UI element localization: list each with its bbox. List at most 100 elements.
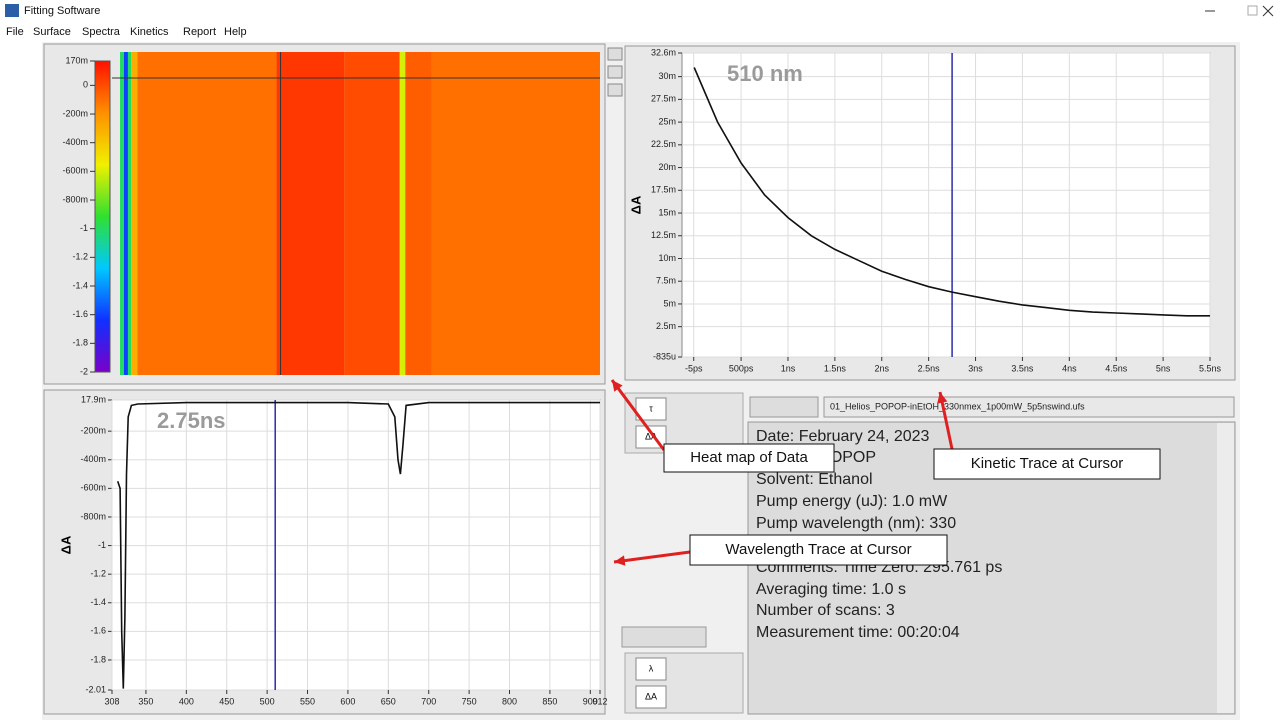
callout-arrowhead xyxy=(614,555,626,566)
y-tick-label: 5m xyxy=(663,298,676,308)
callout-arrow xyxy=(613,550,691,564)
zoom-tool[interactable] xyxy=(607,65,623,79)
y-tick-label: 30m xyxy=(658,71,676,81)
colorbar-tick-label: -1.6 xyxy=(72,309,88,319)
callout-box xyxy=(933,448,1161,480)
y-tick-label: -1 xyxy=(98,540,106,550)
kinetic-tools[interactable] xyxy=(749,396,819,418)
info-line: Pump wavelength (nm): 330 xyxy=(756,515,956,532)
x-tick-label: 600 xyxy=(340,696,355,706)
colorbar-tick-label: -200m xyxy=(62,108,88,118)
y-tick-label: 10m xyxy=(658,253,676,263)
control-label: τ xyxy=(649,403,653,413)
plot-area xyxy=(111,399,601,691)
control-label: λ xyxy=(649,663,654,673)
y-axis-label: ΔA xyxy=(58,535,73,554)
callout-box xyxy=(663,443,835,473)
y-tick-label: -600m xyxy=(80,483,106,493)
y-tick-label: 20m xyxy=(658,162,676,172)
colorbar-tick-label: 170m xyxy=(65,55,88,65)
colorbar-tick-label: -2 xyxy=(80,366,88,376)
heatmap-cell xyxy=(137,52,277,375)
heatmap-cell xyxy=(131,52,138,375)
x-tick-label: 1.5ns xyxy=(824,363,847,373)
x-tick-label: 850 xyxy=(542,696,557,706)
info-line: Averaging time: 1.0 s xyxy=(756,581,906,598)
y-tick-label: 32.6m xyxy=(651,47,676,57)
file-name: 01_Helios_POPOP-inEtOH_330nmex_1p00mW_5p… xyxy=(830,401,1085,411)
x-tick-label: 2.5ns xyxy=(918,363,941,373)
menu-item[interactable]: Help xyxy=(224,26,247,38)
x-tick-label: 900 xyxy=(583,696,598,706)
callout-arrowhead xyxy=(612,380,623,392)
control-label: ΔA xyxy=(645,431,657,441)
y-tick-label: -1.8 xyxy=(90,654,106,664)
heatmap-cell xyxy=(431,52,600,375)
y-tick-label: 2.5m xyxy=(656,321,676,331)
menu-item[interactable]: File xyxy=(6,26,24,38)
x-tick-label: 500 xyxy=(260,696,275,706)
y-tick-label: 7.5m xyxy=(656,276,676,286)
x-tick-label: 800 xyxy=(502,696,517,706)
scrollbar[interactable] xyxy=(1217,423,1234,713)
y-tick-label: -200m xyxy=(80,426,106,436)
y-axis-label: ΔA xyxy=(628,195,643,214)
heatmap-cell xyxy=(405,52,432,375)
menu-item[interactable]: Surface xyxy=(33,26,71,38)
heatmap-cell xyxy=(120,52,124,375)
colorbar-tick-label: -1.2 xyxy=(72,252,88,262)
menu-item[interactable]: Kinetics xyxy=(130,26,169,38)
lambda-field[interactable] xyxy=(635,657,667,681)
y-tick-label: -1.6 xyxy=(90,626,106,636)
y-tick-label: 12.5m xyxy=(651,230,676,240)
y-tick-label: 17.9m xyxy=(81,394,106,404)
data-line xyxy=(693,67,1210,317)
delta-a-field[interactable] xyxy=(635,685,667,709)
control-label: ΔA xyxy=(645,691,657,701)
y-tick-label: 27.5m xyxy=(651,94,676,104)
x-tick-label: 2ns xyxy=(875,363,890,373)
colorbar-tick-label: -1 xyxy=(80,223,88,233)
y-tick-label: -800m xyxy=(80,511,106,521)
colorbar-tick-label: -1.4 xyxy=(72,280,88,290)
x-tick-label: 5ns xyxy=(1156,363,1171,373)
menu-item[interactable]: Report xyxy=(183,26,216,38)
spectral-tools[interactable] xyxy=(621,626,707,648)
heatmap-cell xyxy=(399,52,406,375)
y-tick-label: -1.2 xyxy=(90,569,106,579)
y-tick-label: 15m xyxy=(658,207,676,217)
x-tick-label: 650 xyxy=(381,696,396,706)
callout-text: Wavelength Trace at Cursor xyxy=(725,541,911,558)
colorbar-tick-label: 0 xyxy=(83,80,88,90)
callout-text: Heat map of Data xyxy=(690,449,808,466)
app-icon xyxy=(5,4,19,17)
heatmap-cell xyxy=(123,52,128,375)
tau-field[interactable] xyxy=(635,397,667,421)
info-line: Date: February 24, 2023 xyxy=(756,428,930,445)
cursor-tool[interactable] xyxy=(607,47,623,61)
close-button[interactable] xyxy=(1262,5,1274,17)
plot-annotation: 2.75ns xyxy=(157,408,226,433)
pan-tool[interactable] xyxy=(607,83,623,97)
info-line: Pump energy (uJ): 1.0 mW xyxy=(756,493,948,510)
colorbar-tick-label: -800m xyxy=(62,194,88,204)
maximize-button[interactable] xyxy=(1247,5,1258,16)
menu-item[interactable]: Spectra xyxy=(82,26,121,38)
x-tick-label: 350 xyxy=(138,696,153,706)
x-tick-label: 4ns xyxy=(1062,363,1077,373)
y-tick-label: 25m xyxy=(658,116,676,126)
plot-area xyxy=(681,52,1211,358)
callout-arrow xyxy=(610,379,666,451)
window-title: Fitting Software xyxy=(24,5,100,17)
plot-annotation: 510 nm xyxy=(727,61,803,86)
x-tick-label: 308 xyxy=(104,696,119,706)
x-tick-label: 550 xyxy=(300,696,315,706)
callout-text: Kinetic Trace at Cursor xyxy=(971,455,1124,472)
x-tick-label: 3.5ns xyxy=(1011,363,1034,373)
x-tick-label: 3ns xyxy=(968,363,983,373)
info-line: Number of scans: 3 xyxy=(756,602,895,619)
y-tick-label: -2.01 xyxy=(85,684,106,694)
x-tick-label: 750 xyxy=(462,696,477,706)
x-tick-label: 5.5ns xyxy=(1199,363,1222,373)
